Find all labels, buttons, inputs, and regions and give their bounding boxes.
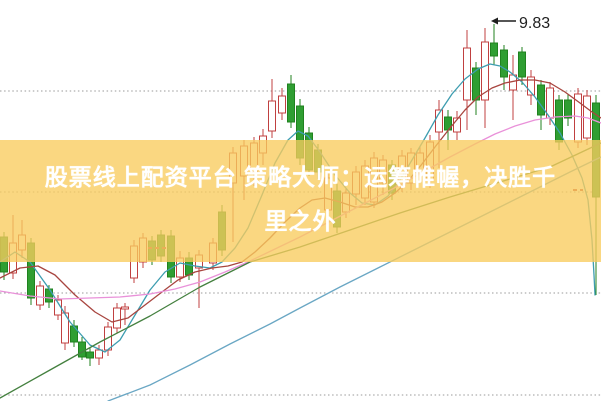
banner-title-line-2: 里之外 [264, 208, 337, 234]
price-label: 9.83 [491, 15, 550, 32]
price-label-text: 9.83 [519, 15, 550, 32]
promo-banner: 股票线上配资平台 策略大师：运筹帷幄，决胜千 里之外 [0, 140, 601, 262]
banner-title-line-1: 股票线上配资平台 策略大师：运筹帷幄，决胜千 [44, 164, 557, 190]
